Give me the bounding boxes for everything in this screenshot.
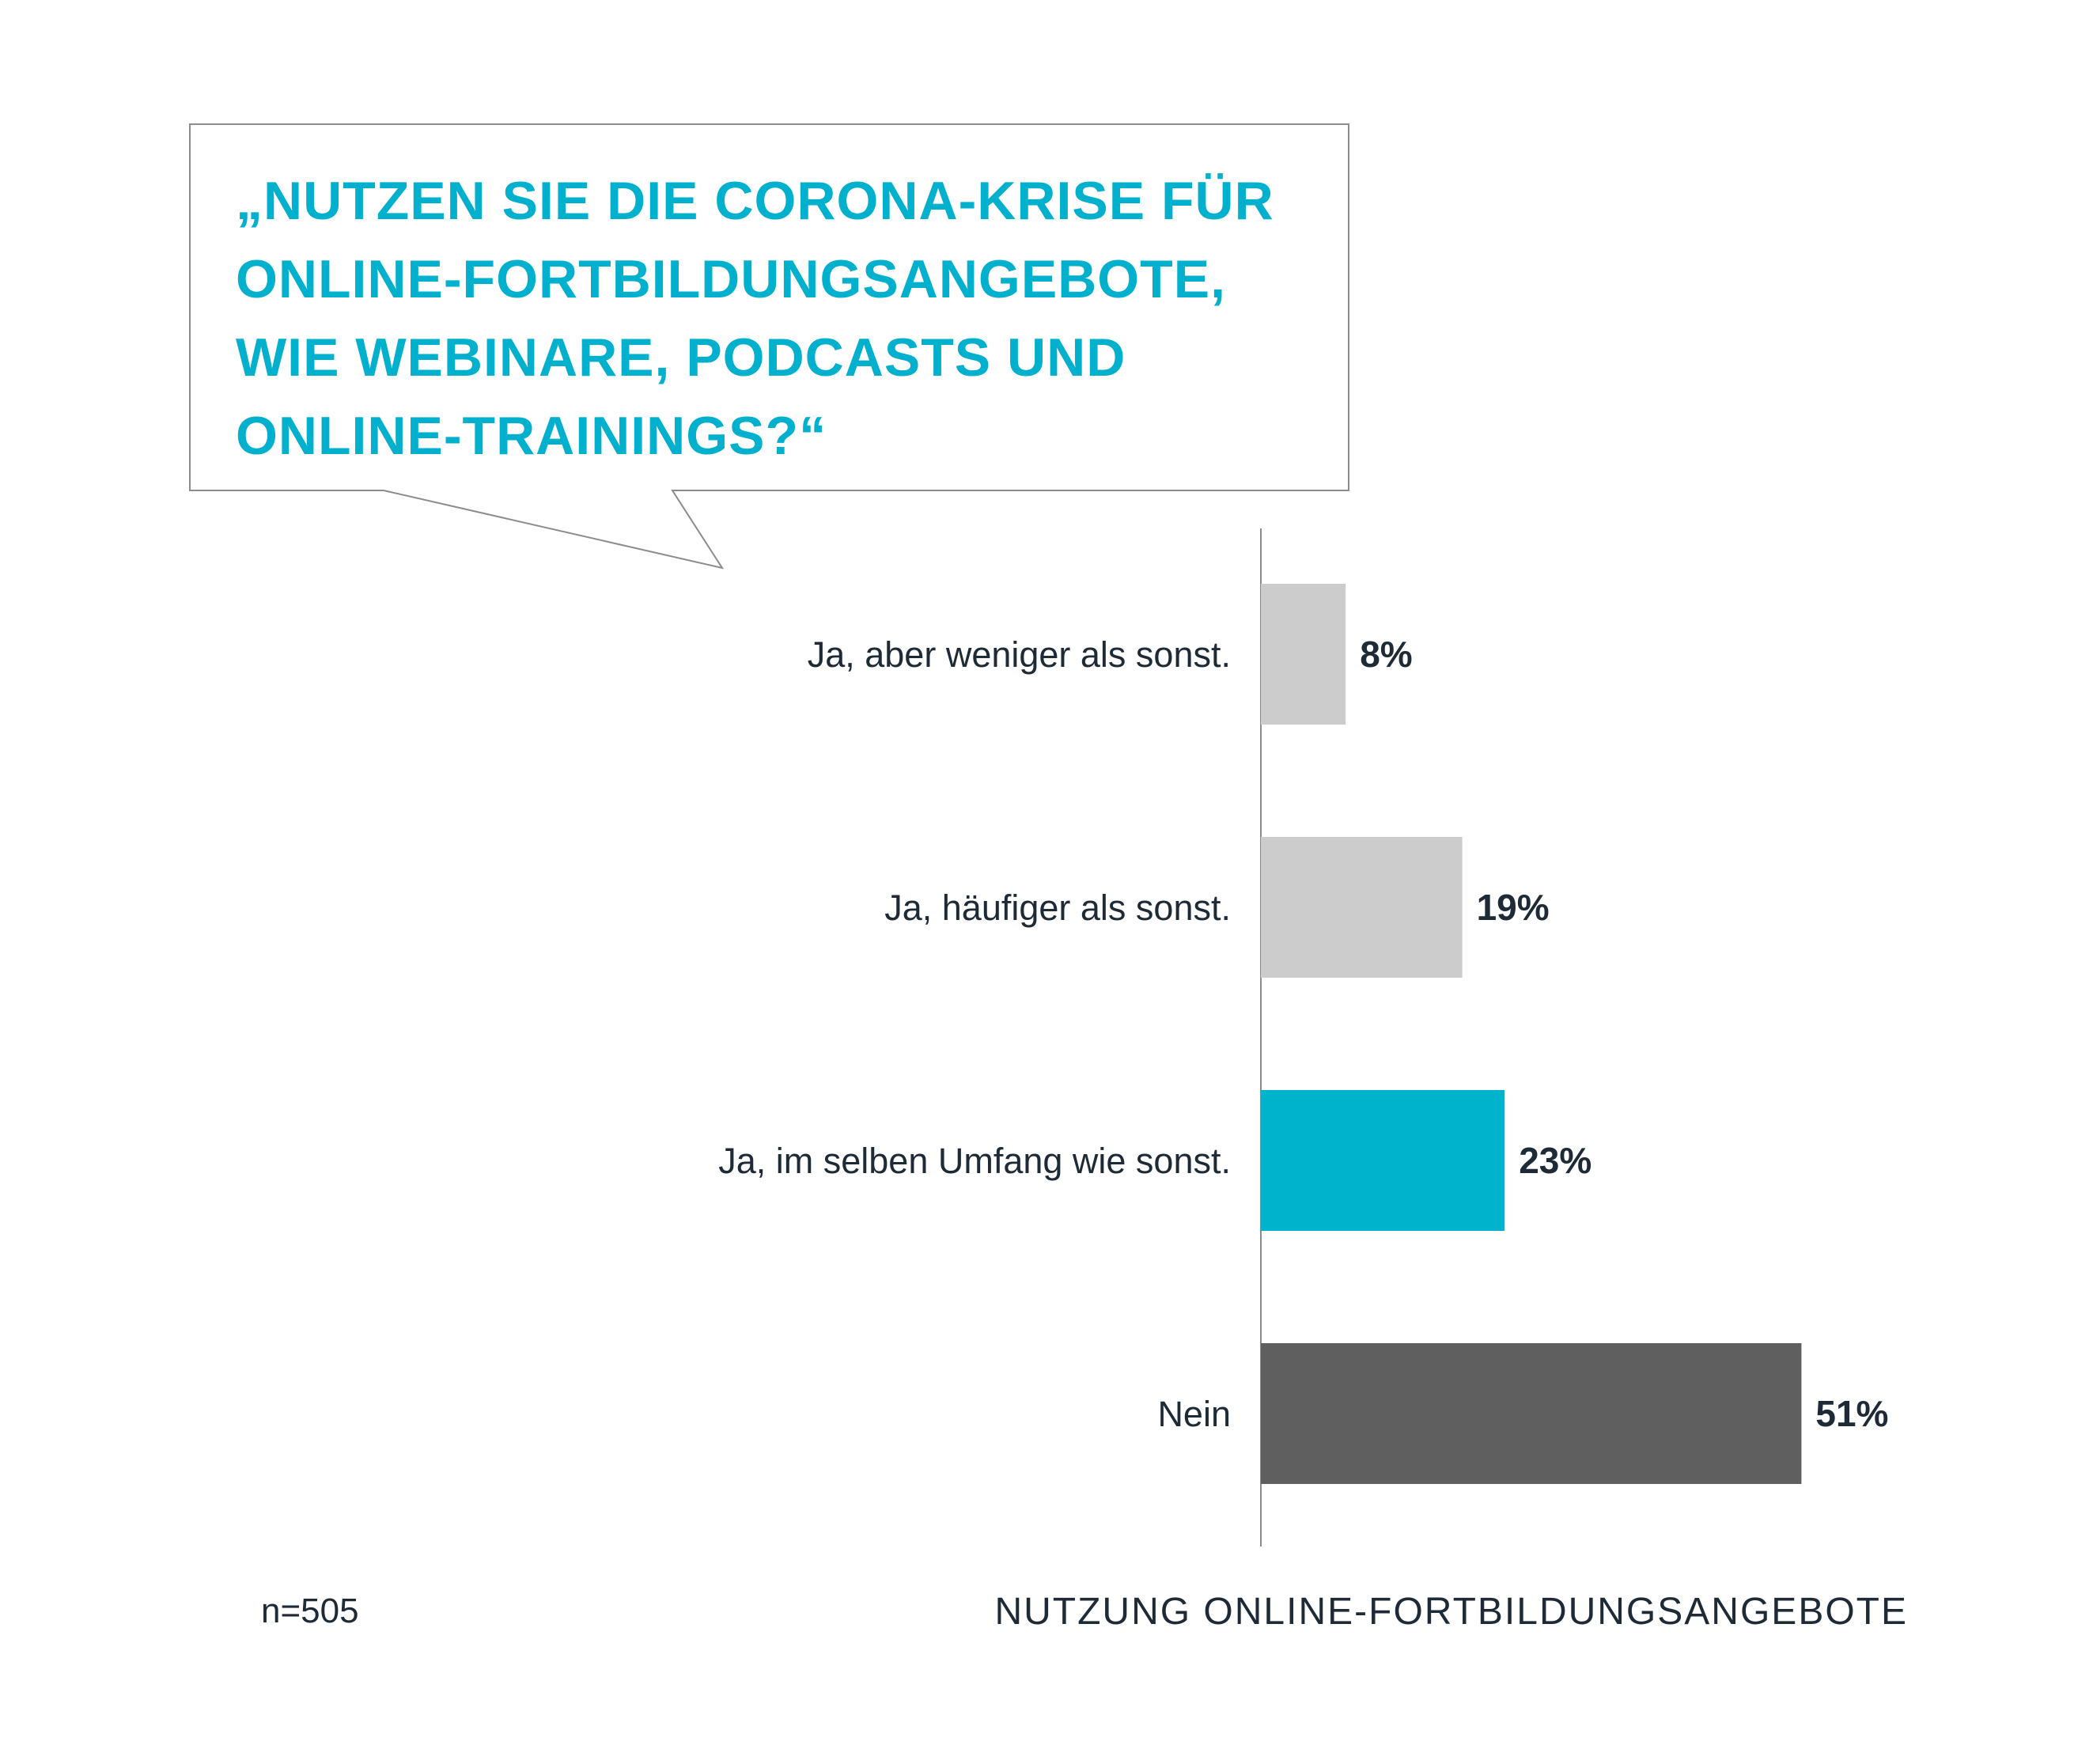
category-label-1: Ja, häufiger als sonst. <box>884 888 1231 928</box>
value-label-2: 23% <box>1519 1140 1592 1181</box>
bar-2 <box>1261 1090 1505 1231</box>
chart-title: NUTZUNG ONLINE-FORTBILDUNGSANGEBOTE <box>994 1591 1908 1633</box>
category-label-3: Nein <box>1157 1394 1231 1434</box>
category-label-2: Ja, im selben Umfang wie sonst. <box>718 1141 1231 1181</box>
value-label-1: 19% <box>1477 887 1550 928</box>
bar-0 <box>1261 584 1346 725</box>
survey-question: „NUTZEN SIE DIE CORONA-KRISE FÜR ONLINE-… <box>236 171 1274 466</box>
value-label-0: 8% <box>1360 634 1412 675</box>
bar-3 <box>1261 1343 1802 1484</box>
value-label-3: 51% <box>1815 1393 1888 1434</box>
category-label-0: Ja, aber weniger als sonst. <box>808 634 1231 675</box>
bar-1 <box>1261 837 1463 978</box>
sample-size-note: n=505 <box>261 1592 359 1630</box>
bars-group: Ja, aber weniger als sonst. 8% Ja, häufige… <box>718 584 1888 1484</box>
